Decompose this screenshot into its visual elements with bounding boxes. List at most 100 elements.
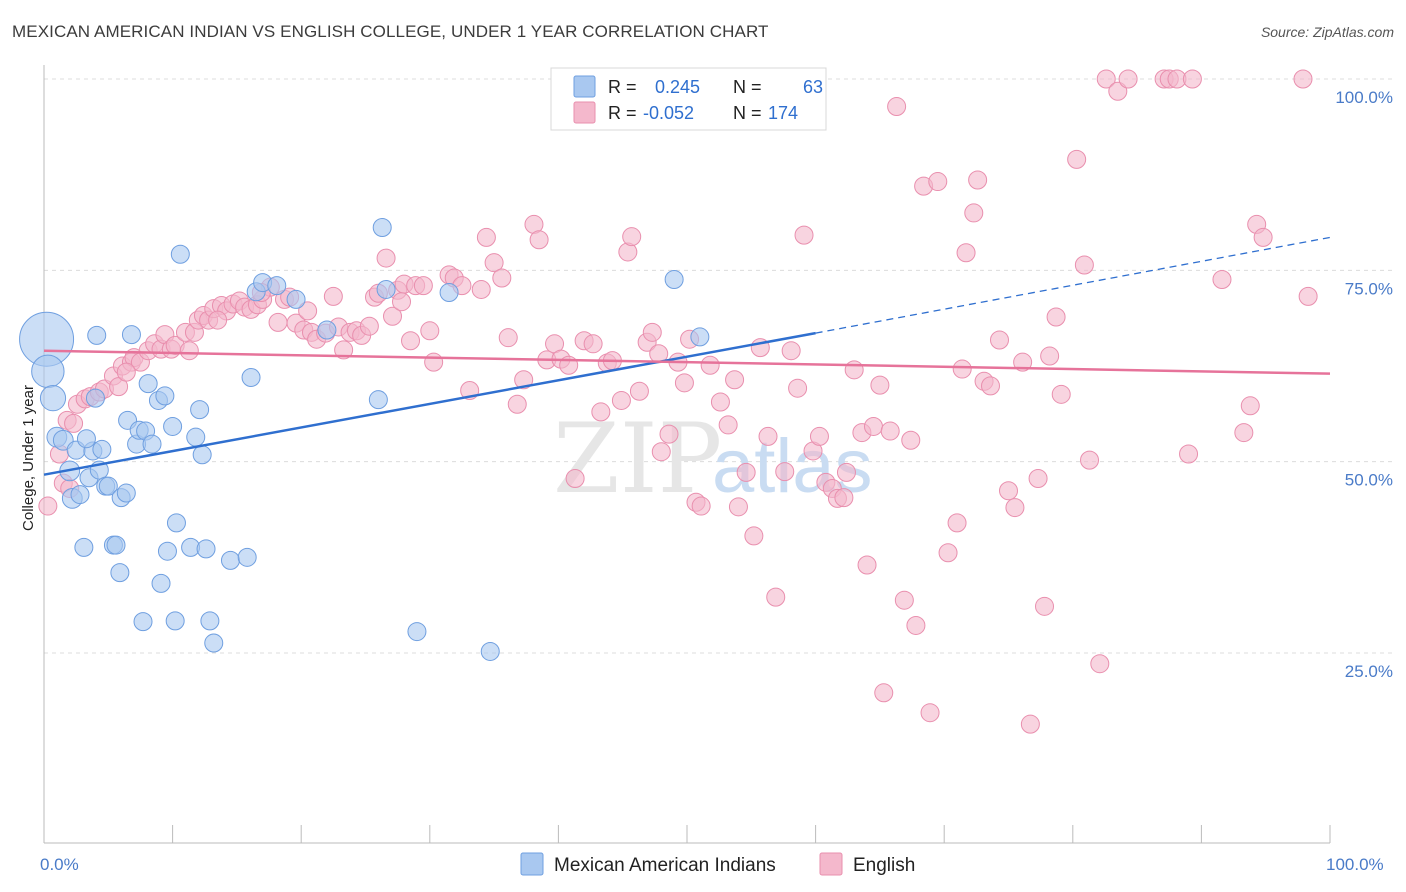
english-point-127 bbox=[894, 590, 914, 610]
y-tick-label-1: 50.0% bbox=[1345, 471, 1393, 490]
english-point-156 bbox=[1108, 81, 1128, 101]
mexican-american-indian-point-35 bbox=[165, 611, 185, 631]
y-tick-label-3: 100.0% bbox=[1335, 88, 1393, 107]
english-point-137 bbox=[964, 203, 984, 223]
english-point-169 bbox=[1298, 286, 1318, 306]
english-point-164 bbox=[1234, 423, 1254, 443]
legend-r-label-1: R = bbox=[608, 77, 637, 97]
english-point-134 bbox=[947, 513, 967, 533]
mexican-american-indian-point-43 bbox=[200, 611, 220, 631]
english-point-104 bbox=[744, 526, 764, 546]
english-point-152 bbox=[1074, 255, 1094, 275]
mexican-american-indian-point-61 bbox=[85, 388, 105, 408]
mexican-american-indian-point-28 bbox=[138, 374, 158, 394]
english-point-81 bbox=[591, 402, 611, 422]
english-point-92 bbox=[659, 424, 679, 444]
mexican-american-indian-point-9 bbox=[74, 537, 94, 557]
english-point-177 bbox=[298, 301, 318, 321]
english-point-155 bbox=[1096, 69, 1116, 89]
mexican-american-indian-point-26 bbox=[133, 612, 153, 632]
english-point-0 bbox=[38, 496, 58, 516]
y-tick-labels: 25.0% 50.0% 75.0% 100.0% bbox=[1335, 88, 1393, 681]
english-point-150 bbox=[1051, 384, 1071, 404]
mexican-american-indian-point-8 bbox=[70, 485, 90, 505]
english-point-126 bbox=[887, 97, 907, 117]
mexican-american-indian-point-19 bbox=[110, 563, 130, 583]
english-point-3 bbox=[64, 413, 84, 433]
english-point-56 bbox=[401, 331, 421, 351]
english-point-167 bbox=[1253, 227, 1273, 247]
bottom-legend: Mexican American Indians English bbox=[520, 852, 915, 876]
english-point-123 bbox=[870, 375, 890, 395]
english-point-122 bbox=[863, 416, 883, 436]
y-tick-label-0: 25.0% bbox=[1345, 662, 1393, 681]
english-point-175 bbox=[208, 310, 228, 330]
grid-lines bbox=[44, 78, 1392, 654]
english-point-53 bbox=[383, 306, 403, 326]
english-point-87 bbox=[629, 381, 649, 401]
english-point-111 bbox=[794, 225, 814, 245]
mexican-american-indian-point-44 bbox=[204, 633, 224, 653]
mexican-american-indian-point-58 bbox=[480, 641, 500, 661]
english-point-71 bbox=[514, 370, 534, 390]
mexican-american-indian-point-21 bbox=[116, 483, 136, 503]
english-point-144 bbox=[1013, 352, 1033, 372]
english-point-161 bbox=[1182, 69, 1202, 89]
mexican-american-indian-point-42 bbox=[196, 539, 216, 559]
mexican-american-indian-point-56 bbox=[407, 622, 427, 642]
mexican-american-indian-point-36 bbox=[166, 513, 186, 533]
english-point-60 bbox=[424, 352, 444, 372]
english-point-141 bbox=[989, 330, 1009, 350]
english-point-142 bbox=[999, 481, 1018, 501]
mexican-american-indian-point-2 bbox=[39, 385, 67, 412]
english-point-165 bbox=[1240, 396, 1260, 416]
y-tick-label-2: 75.0% bbox=[1345, 279, 1393, 298]
english-point-148 bbox=[1040, 346, 1060, 366]
english-point-132 bbox=[928, 172, 948, 192]
mexican-american-indian-point-39 bbox=[186, 427, 206, 447]
english-point-151 bbox=[1067, 149, 1087, 169]
mexican-american-indian-points bbox=[19, 217, 710, 661]
english-point-145 bbox=[1020, 714, 1040, 734]
trend-lines bbox=[43, 236, 1331, 476]
english-point-174 bbox=[179, 341, 199, 361]
english-point-147 bbox=[1035, 596, 1055, 616]
english-point-129 bbox=[906, 615, 926, 635]
y-axis-title: College, Under 1 year bbox=[20, 385, 37, 531]
mexican-american-indian-point-55 bbox=[376, 279, 396, 299]
english-point-178 bbox=[392, 292, 412, 312]
mexican-american-indian-point-45 bbox=[220, 550, 240, 570]
english-point-107 bbox=[766, 587, 786, 607]
bottom-legend-label-blue: Mexican American Indians bbox=[554, 855, 776, 876]
mexican-american-indian-point-40 bbox=[190, 400, 210, 420]
mexican-american-indian-point-37 bbox=[170, 244, 190, 264]
english-point-119 bbox=[844, 360, 864, 380]
english-point-67 bbox=[484, 253, 504, 273]
axes bbox=[43, 65, 1331, 844]
english-point-69 bbox=[498, 328, 518, 348]
english-point-143 bbox=[1005, 498, 1025, 518]
blue-trend-line bbox=[43, 331, 816, 476]
bottom-legend-swatch-blue bbox=[520, 852, 544, 876]
english-point-98 bbox=[700, 355, 720, 375]
english-point-94 bbox=[674, 373, 694, 393]
mexican-american-indian-point-12 bbox=[87, 325, 107, 345]
english-point-103 bbox=[736, 462, 756, 482]
english-point-73 bbox=[529, 230, 549, 250]
english-point-49 bbox=[359, 316, 379, 336]
mexican-american-indian-point-52 bbox=[317, 320, 337, 340]
english-point-43 bbox=[323, 286, 343, 306]
mexican-american-indian-point-50 bbox=[267, 276, 287, 296]
english-point-121 bbox=[857, 555, 877, 575]
english-point-80 bbox=[583, 334, 603, 354]
english-point-173 bbox=[116, 362, 136, 382]
english-point-157 bbox=[1118, 69, 1138, 89]
mexican-american-indian-point-16 bbox=[98, 476, 118, 496]
mexican-american-indian-point-51 bbox=[286, 289, 306, 309]
english-point-99 bbox=[710, 392, 730, 412]
mexican-american-indian-point-18 bbox=[106, 535, 126, 555]
x-tick-labels: 0.0% 100.0% bbox=[40, 855, 1384, 874]
english-point-97 bbox=[691, 496, 711, 516]
english-point-101 bbox=[725, 370, 745, 390]
